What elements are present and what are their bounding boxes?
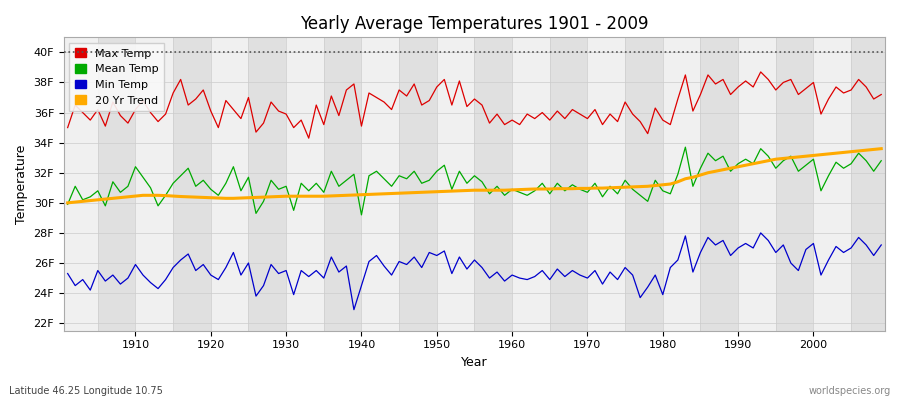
Title: Yearly Average Temperatures 1901 - 2009: Yearly Average Temperatures 1901 - 2009: [301, 15, 649, 33]
Y-axis label: Temperature: Temperature: [15, 144, 28, 224]
Text: worldspecies.org: worldspecies.org: [809, 386, 891, 396]
Bar: [700, 37, 738, 331]
Bar: [738, 37, 776, 331]
Bar: [776, 37, 814, 331]
Bar: [851, 37, 889, 331]
Bar: [588, 37, 626, 331]
Bar: [324, 37, 362, 331]
Bar: [662, 37, 700, 331]
Bar: [436, 37, 474, 331]
Bar: [286, 37, 324, 331]
Bar: [626, 37, 662, 331]
Bar: [512, 37, 550, 331]
Bar: [814, 37, 851, 331]
Legend: Max Temp, Mean Temp, Min Temp, 20 Yr Trend: Max Temp, Mean Temp, Min Temp, 20 Yr Tre…: [69, 43, 164, 111]
Bar: [211, 37, 248, 331]
Bar: [248, 37, 286, 331]
Bar: [399, 37, 436, 331]
Bar: [136, 37, 173, 331]
Bar: [550, 37, 588, 331]
Bar: [98, 37, 136, 331]
Bar: [173, 37, 211, 331]
Bar: [474, 37, 512, 331]
X-axis label: Year: Year: [461, 356, 488, 369]
Text: Latitude 46.25 Longitude 10.75: Latitude 46.25 Longitude 10.75: [9, 386, 163, 396]
Bar: [362, 37, 399, 331]
Bar: [60, 37, 98, 331]
